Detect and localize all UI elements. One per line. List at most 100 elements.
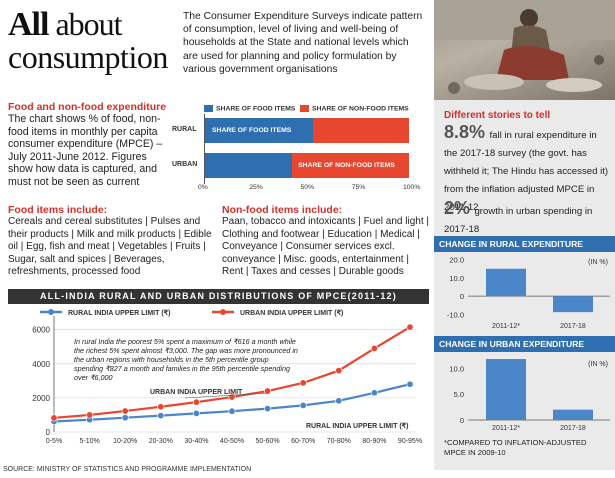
- share-axis: [204, 114, 205, 184]
- mpce-point: [370, 344, 378, 352]
- mpce-point: [299, 379, 307, 387]
- title-bold: All: [8, 6, 49, 43]
- share-tick-label: 50%: [300, 184, 315, 191]
- urban-callout: URBAN INDIA UPPER LIMIT: [150, 389, 243, 396]
- mpce-point: [406, 380, 414, 388]
- mpce-xtick: 90-95%: [398, 438, 422, 445]
- mpce-annotation: In rural India the poorest 5% spent a ma…: [74, 337, 298, 382]
- change-bar: [486, 268, 526, 297]
- nonfood-items-heading: Non-food items include:: [222, 204, 343, 216]
- legend-swatch-nonfood: [300, 105, 309, 113]
- mpce-ytick: 0: [46, 428, 51, 437]
- mpce-point: [335, 397, 343, 405]
- mpce-chart-title: ALL-INDIA RURAL AND URBAN DISTRIBUTIONS …: [8, 289, 429, 304]
- legend-label: RURAL INDIA UPPER LIMIT (₹): [68, 309, 170, 317]
- share-tick-label: 0%: [198, 184, 208, 191]
- nonfood-share-bar: [292, 153, 409, 178]
- title-line2: consumption: [8, 39, 168, 75]
- urban-change-title: CHANGE IN URBAN EXPENDITURE: [434, 336, 615, 352]
- share-row-label: RURAL: [172, 126, 197, 133]
- share-legend-nonfood: SHARE OF NON-FOOD ITEMS: [300, 100, 409, 118]
- bar-ytick: 5.0: [454, 390, 464, 399]
- mpce-ytick: 6000: [32, 326, 50, 335]
- mpce-xtick: 20-30%: [149, 438, 173, 445]
- right-panel-footnote: *COMPARED TO INFLATION-ADJUSTED MPCE IN …: [444, 438, 587, 457]
- change-bar: [486, 359, 526, 420]
- mpce-xtick: 40-50%: [220, 438, 244, 445]
- rural-change-title: CHANGE IN RURAL EXPENDITURE: [434, 236, 615, 252]
- change-bar: [553, 296, 593, 313]
- mpce-point: [264, 387, 272, 395]
- legend-swatch-food: [204, 105, 213, 113]
- rural-change-chart: 20.0 10.0 0 -10.0 (IN %) 2011-12* 2017-18: [447, 256, 610, 330]
- share-chart: SHARE OF FOOD ITEMS SHARE OF NON-FOOD IT…: [172, 100, 431, 200]
- mpce-point: [157, 403, 165, 411]
- bar-xtick: 2011-12*: [492, 323, 520, 330]
- mpce-point: [86, 411, 94, 419]
- bar-ytick: -10.0: [447, 310, 464, 319]
- stat-urban-text: growth in urban spending in 2017-18: [444, 206, 593, 235]
- legend-marker: [220, 309, 226, 315]
- mpce-xtick: 50-60%: [256, 438, 280, 445]
- intro-text: The Consumer Expenditure Surveys indicat…: [183, 11, 423, 75]
- main-title: All about: [8, 6, 123, 43]
- mpce-line-chart: RURAL INDIA UPPER LIMIT (₹) URBAN INDIA U…: [32, 309, 422, 445]
- share-bar-label: SHARE OF FOOD ITEMS: [212, 127, 292, 134]
- nonfood-share-bar: [312, 118, 409, 143]
- mpce-point: [121, 414, 129, 422]
- share-tick-label: 25%: [249, 184, 263, 191]
- right-panel: Different stories to tell 8.8% fall in r…: [434, 100, 615, 470]
- source-note: SOURCE: MINISTRY OF STATISTICS AND PROGR…: [3, 466, 252, 473]
- change-bar: [553, 409, 593, 420]
- bar-ytick: 20.0: [449, 256, 464, 265]
- legend-label: URBAN INDIA UPPER LIMIT (₹): [240, 309, 343, 317]
- share-tick-label: 100%: [403, 184, 421, 191]
- share-row-label: URBAN: [172, 161, 198, 168]
- mpce-point: [406, 323, 414, 331]
- mpce-ytick: 2000: [32, 394, 50, 403]
- bar-unit: (IN %): [588, 361, 608, 368]
- stat-urban-number: 2%: [444, 198, 471, 218]
- bar-xtick: 2011-12*: [492, 425, 520, 432]
- bar-ytick: 10.0: [449, 274, 464, 283]
- mpce-xtick: 70-80%: [327, 438, 351, 445]
- stat-rural-number: 8.8%: [444, 122, 486, 142]
- bar-ytick: 10.0: [449, 364, 464, 373]
- mpce-legend: RURAL INDIA UPPER LIMIT (₹) URBAN INDIA U…: [40, 309, 343, 317]
- food-items-heading: Food items include:: [8, 204, 108, 216]
- food-share-bar: [204, 118, 313, 143]
- mpce-ytick: 4000: [32, 360, 50, 369]
- food-section-text: The chart shows % of food, non-food item…: [8, 113, 163, 188]
- mpce-point: [335, 367, 343, 375]
- title-rest: about: [48, 6, 122, 42]
- urban-change-chart: 10.0 5.0 0 (IN %) 2011-12* 2017-18: [449, 359, 610, 432]
- urban-callout-leader: [184, 392, 268, 399]
- food-section-heading: Food and non-food expenditure: [8, 101, 167, 113]
- share-bar-label: SHARE OF NON-FOOD ITEMS: [298, 162, 395, 169]
- mpce-xtick: 80-90%: [362, 438, 386, 445]
- nonfood-items-text: Paan, tobacco and intoxicants | Fuel and…: [222, 216, 429, 277]
- legend-marker: [48, 309, 54, 315]
- stat-rural: 8.8% fall in rural expenditure in the 20…: [444, 122, 609, 215]
- stat-urban: 2% growth in urban spending in 2017-18: [444, 198, 609, 237]
- stat-rural-text: fall in rural expenditure in the 2017-18…: [444, 130, 609, 213]
- food-share-bar: [204, 153, 293, 178]
- mpce-point: [370, 389, 378, 397]
- vendor-photo: [434, 0, 615, 100]
- mpce-xtick: 10-20%: [113, 438, 137, 445]
- mpce-point: [121, 407, 129, 415]
- mpce-xtick: 60-70%: [291, 438, 315, 445]
- mpce-point: [192, 409, 200, 417]
- rural-callout: RURAL INDIA UPPER LIMIT (₹): [306, 422, 408, 430]
- bar-xtick: 2017-18: [560, 323, 586, 330]
- mpce-point: [264, 405, 272, 413]
- share-tick-label: 75%: [351, 184, 366, 191]
- bar-ytick: 0: [460, 292, 464, 301]
- mpce-xtick: 30-40%: [184, 438, 208, 445]
- mpce-point: [192, 398, 200, 406]
- share-legend-food: SHARE OF FOOD ITEMS: [204, 100, 295, 118]
- mpce-xtick: 5-10%: [79, 438, 99, 445]
- bar-unit: (IN %): [588, 259, 608, 266]
- mpce-point: [299, 401, 307, 409]
- mpce-point: [157, 412, 165, 420]
